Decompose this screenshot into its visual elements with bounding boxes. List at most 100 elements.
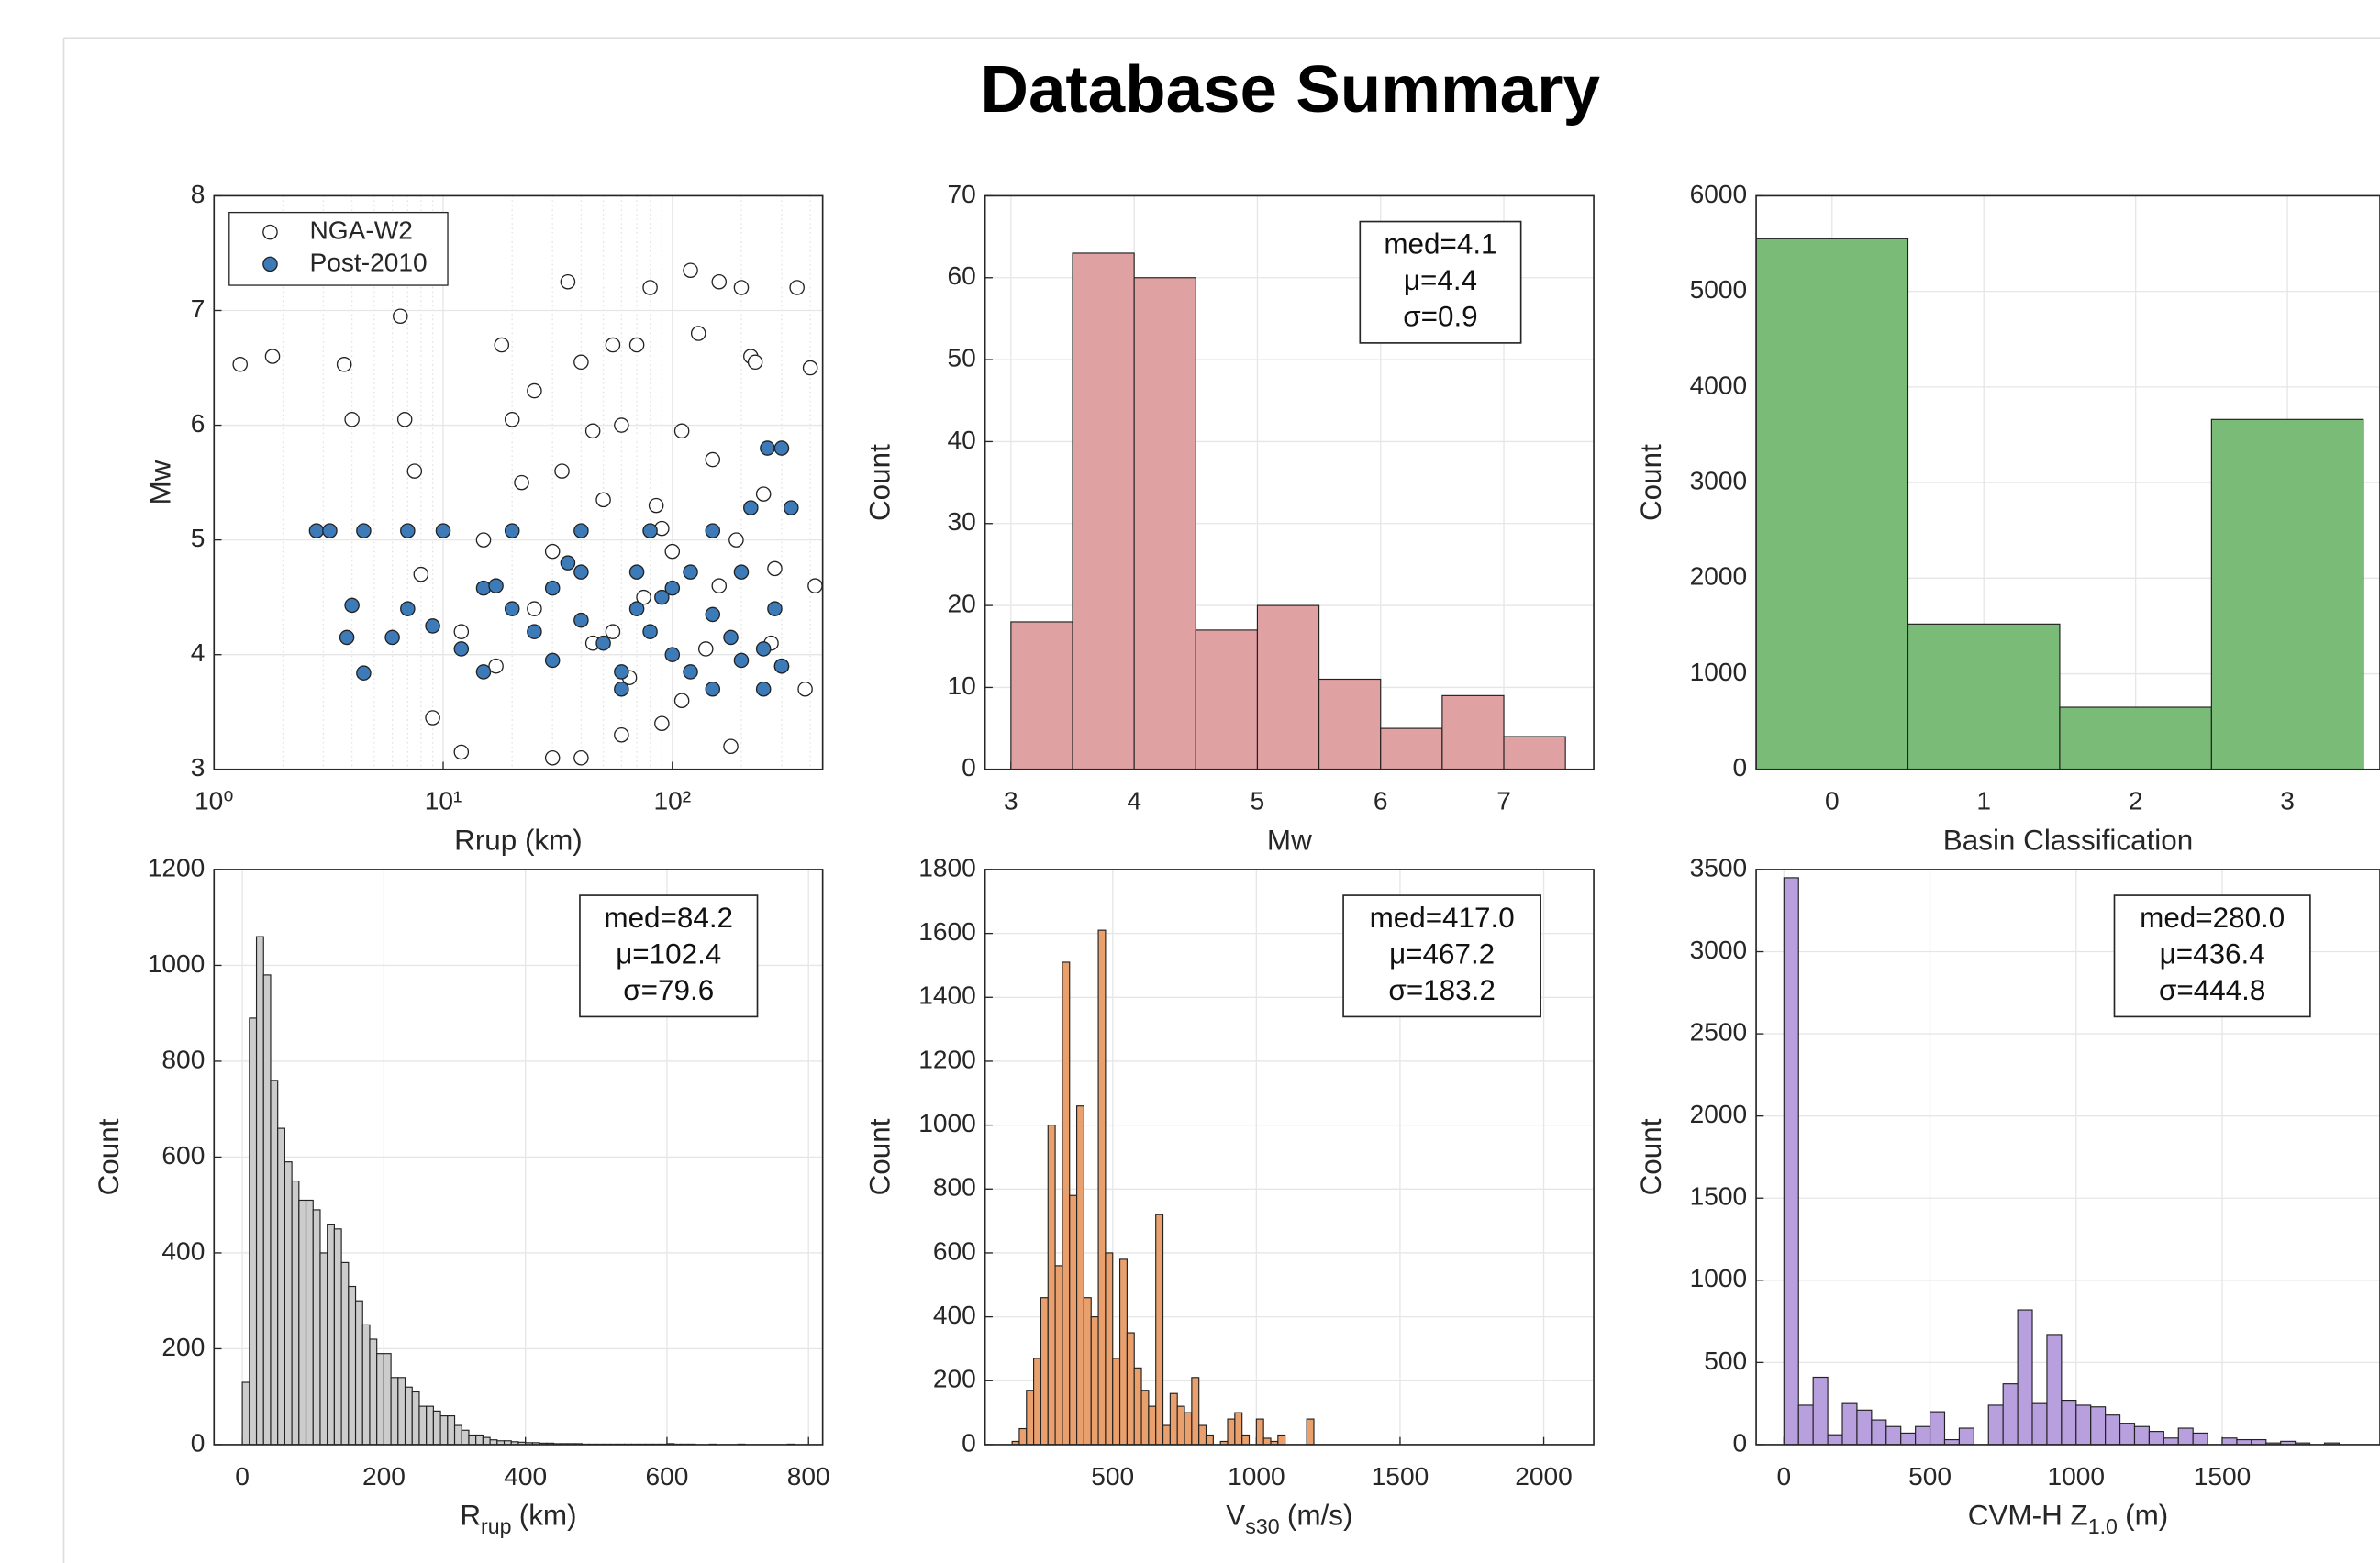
scatter-point xyxy=(698,641,714,657)
x-axis-label-sub: s30 xyxy=(1245,1514,1279,1538)
y-tick-label: 0 xyxy=(1733,753,1748,782)
marks xyxy=(1010,252,1566,770)
scatter-point xyxy=(504,412,520,427)
y-tick-label: 60 xyxy=(947,261,975,290)
y-axis-label: Count xyxy=(93,1118,125,1195)
scatter-point xyxy=(573,523,589,538)
x-tick-label: 600 xyxy=(645,1462,688,1491)
y-axis-label: Count xyxy=(863,1118,895,1195)
y-tick-label: 2000 xyxy=(1690,562,1748,591)
scatter-point xyxy=(664,647,681,662)
scatter-point xyxy=(605,337,621,353)
histogram-bar xyxy=(1162,1424,1171,1446)
histogram-bar xyxy=(1112,1358,1121,1446)
y-tick-label: 2500 xyxy=(1690,1018,1748,1047)
x-tick-label: 10¹ xyxy=(425,787,462,815)
scatter-point xyxy=(683,564,698,580)
y-tick-label: 20 xyxy=(947,590,975,618)
scatter-point xyxy=(673,423,690,439)
histogram-bar xyxy=(411,1391,420,1446)
y-tick-label: 6000 xyxy=(1690,180,1748,208)
histogram-bar xyxy=(453,1424,462,1446)
scatter-point xyxy=(614,664,629,680)
histogram-bar xyxy=(319,1252,328,1446)
x-tick-label: 1 xyxy=(1976,787,1991,815)
histogram-bar xyxy=(1441,694,1505,770)
histogram-bar xyxy=(2221,1437,2238,1446)
histogram-bar xyxy=(1318,678,1382,770)
y-axis-label: Mw xyxy=(144,460,176,504)
y-tick-label: 8 xyxy=(191,180,206,208)
histogram-bar xyxy=(354,1300,363,1446)
scatter-point xyxy=(773,658,790,674)
scatter-point xyxy=(232,357,248,372)
histogram-bar xyxy=(262,974,272,1446)
histogram-bar xyxy=(1234,1412,1243,1446)
scatter-point xyxy=(784,500,799,515)
scatter-point xyxy=(400,523,416,538)
scatter-point xyxy=(797,681,813,697)
histogram-bar xyxy=(1841,1402,1858,1446)
y-axis-label: Count xyxy=(863,444,895,521)
scatter-point xyxy=(264,349,281,364)
y-tick-label: 600 xyxy=(161,1141,205,1169)
x-axis-label-unit: (m) xyxy=(2125,1500,2168,1532)
histogram-bar xyxy=(1783,877,1799,1446)
y-tick-label: 1800 xyxy=(918,853,976,881)
stats-text: σ=183.2 xyxy=(1388,974,1495,1006)
stats-box xyxy=(2113,894,2311,1018)
axes-frame xyxy=(984,194,1595,770)
histogram-bar xyxy=(2192,1432,2208,1446)
x-axis-label-sub: 1.0 xyxy=(2088,1514,2118,1538)
histogram-bar xyxy=(1380,727,1443,770)
y-tick-label: 5 xyxy=(191,524,206,552)
figure-title: Database Summary xyxy=(980,52,1600,127)
y-tick-label: 200 xyxy=(161,1333,205,1361)
histogram-bar xyxy=(2133,1425,2150,1446)
axes-frame xyxy=(213,194,824,770)
histogram-bar xyxy=(447,1415,456,1446)
histogram-bar xyxy=(2002,1383,2019,1446)
stats-text: med=4.1 xyxy=(1384,227,1496,260)
histogram-bar xyxy=(432,1410,441,1446)
scatter-point xyxy=(527,382,542,399)
histogram-bar xyxy=(312,1209,321,1446)
scatter-point xyxy=(755,681,772,697)
scatter-point xyxy=(560,273,576,290)
marks xyxy=(1783,877,2340,1446)
scatter-point xyxy=(344,412,360,427)
x-tick-label: 0 xyxy=(235,1462,250,1491)
x-tick-label: 3 xyxy=(2280,787,2295,815)
histogram-bar xyxy=(1072,252,1135,770)
histogram-bar xyxy=(305,1199,314,1446)
y-tick-label: 1000 xyxy=(918,1109,976,1137)
scatter-point xyxy=(755,641,772,657)
histogram-bar xyxy=(2090,1406,2107,1446)
stats-text: μ=467.2 xyxy=(1389,938,1495,970)
scatter-point xyxy=(544,652,561,669)
histogram-bar xyxy=(1191,1377,1200,1446)
stats-text: μ=436.4 xyxy=(2160,938,2265,970)
histogram-bar xyxy=(1010,621,1073,770)
histogram-bar xyxy=(2059,706,2212,770)
scatter-point xyxy=(614,417,629,433)
histogram-bar xyxy=(1885,1425,1902,1446)
histogram-bar xyxy=(1155,1214,1164,1446)
histogram-bar xyxy=(1755,238,1909,770)
scatter-point xyxy=(705,523,721,538)
scatter-point xyxy=(614,681,629,697)
histogram-bar xyxy=(333,1228,342,1446)
histogram-bar xyxy=(2163,1437,2179,1446)
y-tick-label: 0 xyxy=(962,1428,976,1457)
x-axis-label-main: V xyxy=(1226,1500,1245,1532)
y-tick-label: 1400 xyxy=(918,981,976,1010)
y-tick-label: 7 xyxy=(191,294,206,323)
x-axis-label: Rrup (km) xyxy=(454,824,583,856)
histogram-bar xyxy=(270,1080,279,1446)
scatter-point xyxy=(648,497,664,514)
histogram-bar xyxy=(1958,1427,1974,1446)
axes-frame xyxy=(1755,194,2380,770)
x-axis-label: Rrup (km) xyxy=(460,1500,576,1538)
